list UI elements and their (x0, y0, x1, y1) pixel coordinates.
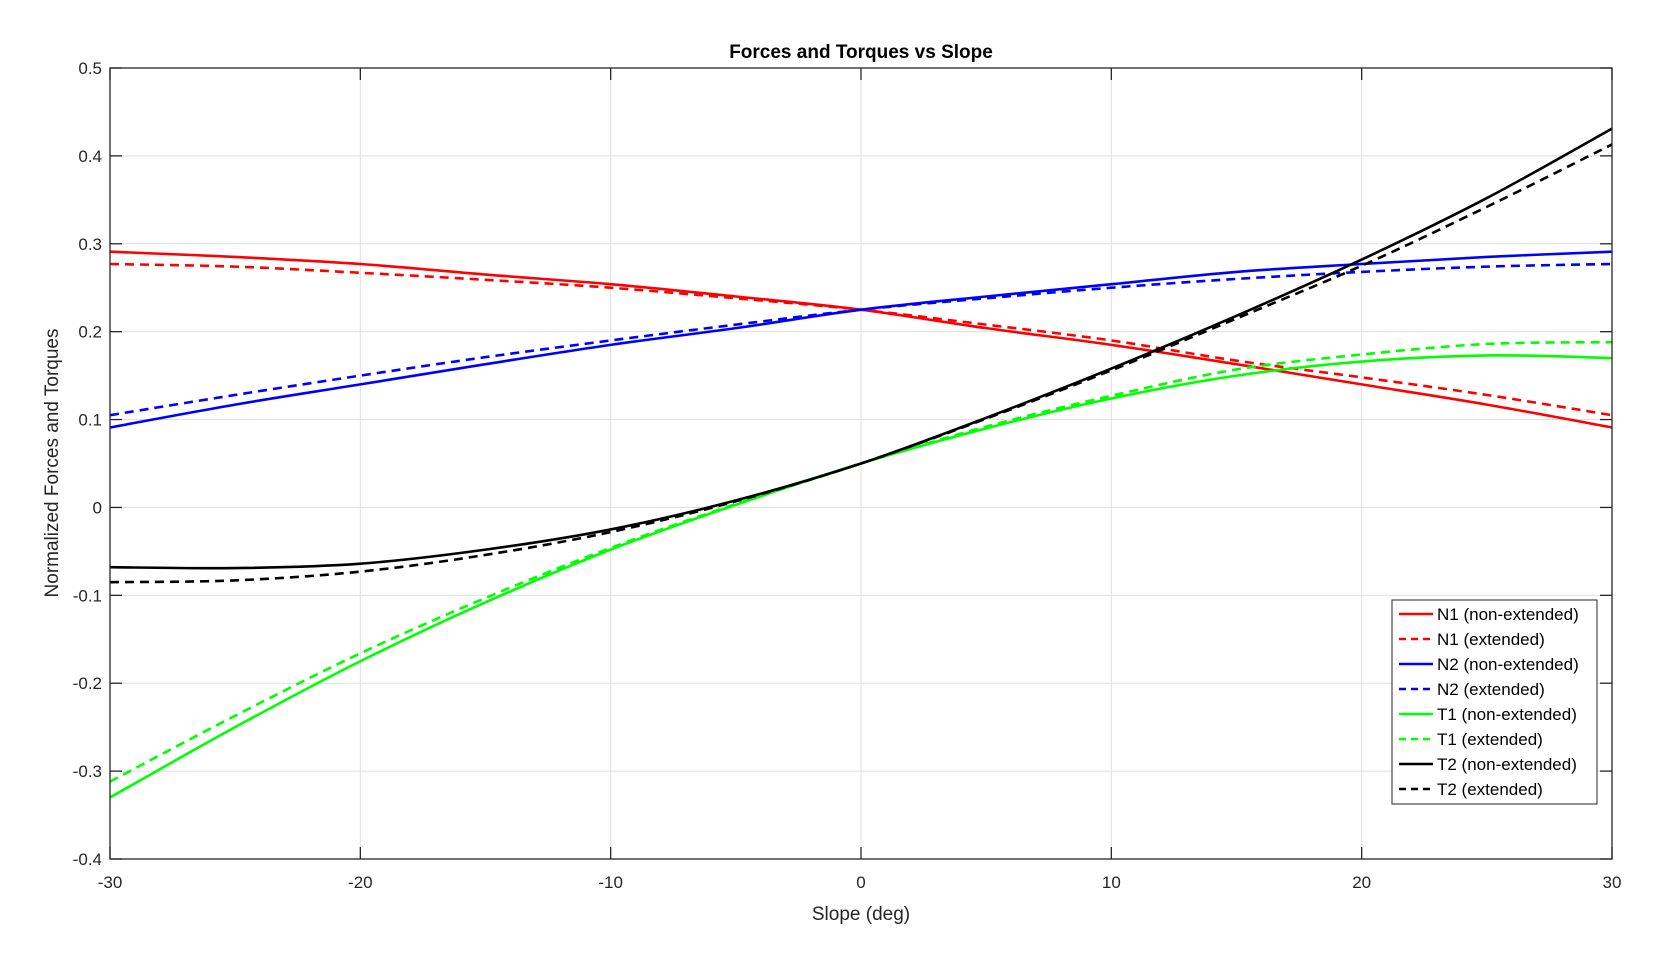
y-tick-label: 0.1 (78, 411, 102, 430)
grid (110, 68, 1612, 859)
legend-label: N2 (non-extended) (1437, 655, 1579, 674)
x-tick-label: -30 (98, 873, 123, 892)
x-axis-label: Slope (deg) (812, 904, 910, 925)
x-tick-label: 10 (1102, 873, 1121, 892)
series-line-t2-non-extended (109, 127, 1613, 570)
x-tick-label: -10 (598, 873, 623, 892)
y-tick-label: 0.5 (78, 59, 102, 78)
legend-label: T1 (non-extended) (1437, 705, 1577, 724)
y-axis-label: Normalized Forces and Torques (42, 329, 63, 598)
y-tick-label: 0.3 (78, 235, 102, 254)
legend-box (1391, 599, 1598, 805)
legend-label: N2 (extended) (1437, 680, 1545, 699)
y-tick-label: 0.2 (78, 323, 102, 342)
x-tick-label: -20 (348, 873, 373, 892)
y-tick-label: -0.2 (73, 674, 102, 693)
y-tick-label: -0.1 (73, 586, 102, 605)
legend-label: N1 (extended) (1437, 630, 1545, 649)
x-tick-label: 20 (1352, 873, 1371, 892)
x-tick-label: 0 (856, 873, 865, 892)
ticks: -30 -20 -10 0 10 20 30 -0.4 -0.3 -0.2 -0.1 0 0.1 0.2 0… (73, 59, 1622, 892)
series-layer (109, 127, 1613, 799)
y-tick-label: 0 (93, 498, 102, 517)
y-tick-label: -0.4 (73, 850, 102, 869)
legend-label: T2 (extended) (1437, 780, 1543, 799)
legend-label: T2 (non-extended) (1437, 755, 1577, 774)
series-line-n2-extended (109, 262, 1613, 417)
legend: N1 (non-extended) N1 (extended) N2 (non-ex… (1391, 599, 1598, 805)
y-tick-label: 0.4 (78, 147, 102, 166)
legend-label: T1 (extended) (1437, 730, 1543, 749)
x-tick-label: 30 (1603, 873, 1622, 892)
legend-label: N1 (non-extended) (1437, 605, 1579, 624)
chart-title: Forces and Torques vs Slope (729, 42, 993, 63)
y-tick-label: -0.3 (73, 762, 102, 781)
